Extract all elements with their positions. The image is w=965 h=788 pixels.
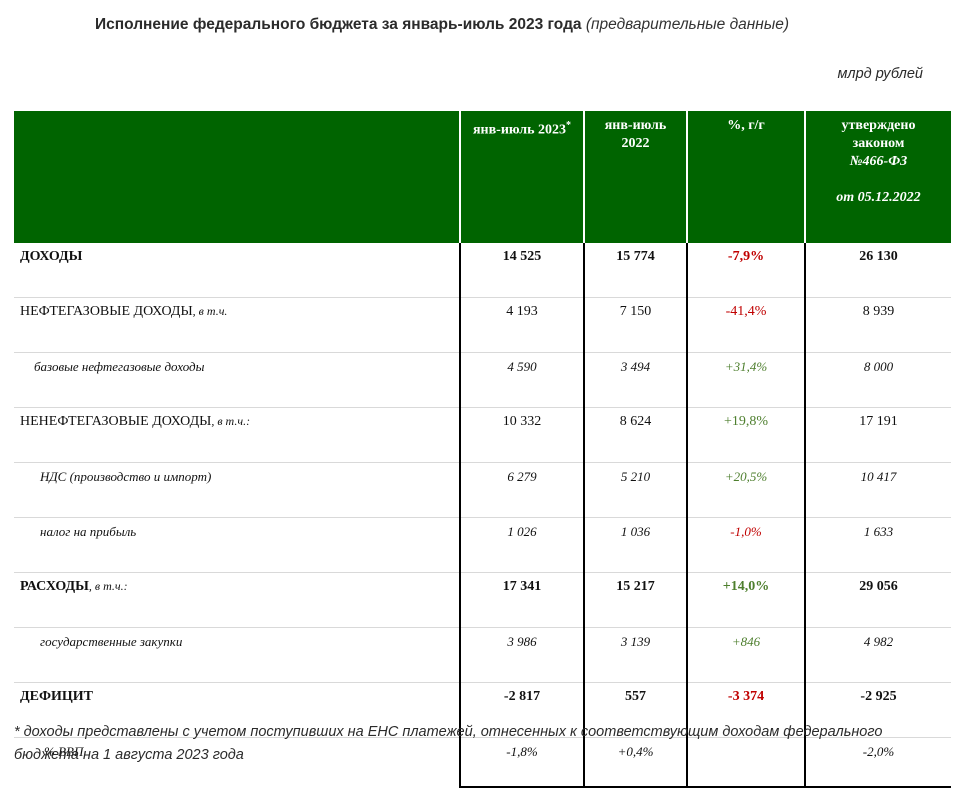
title-preliminary: (предварительные данные): [585, 16, 790, 33]
cell-law: 29 056: [804, 572, 951, 628]
cell-law: 10 417: [804, 462, 951, 518]
row-label: НЕФТЕГАЗОВЫЕ ДОХОДЫ, в т.ч.: [14, 297, 460, 353]
header-2022: янв-июль 2022: [583, 111, 687, 243]
header-approved-law: утверждено законом №466-ФЗ от 05.12.2022: [804, 111, 951, 243]
row-label: РАСХОДЫ, в т.ч.:: [14, 572, 460, 628]
table-row-oil-gas: НЕФТЕГАЗОВЫЕ ДОХОДЫ, в т.ч. 4 193 7 150 …: [14, 297, 951, 353]
cell-2022: 3 139: [583, 627, 687, 683]
header-label-column: [14, 111, 460, 243]
row-label: НДС (производство и импорт): [14, 462, 460, 518]
row-label: НЕНЕФТЕГАЗОВЫЕ ДОХОДЫ, в т.ч.:: [14, 407, 460, 463]
table-row-vat: НДС (производство и импорт) 6 279 5 210 …: [14, 462, 951, 518]
row-label: базовые нефтегазовые доходы: [14, 352, 460, 408]
cell-law: 26 130: [804, 243, 951, 298]
row-label: ДОХОДЫ: [14, 243, 460, 298]
cell-2022: 557: [583, 682, 687, 738]
cell-2023: 6 279: [459, 462, 584, 518]
cell-pct: +846: [686, 627, 805, 683]
cell-pct: -7,9%: [686, 243, 805, 298]
header-2023: янв-июль 2023*: [459, 111, 584, 243]
cell-pct: -1,0%: [686, 517, 805, 573]
table-row-revenue: ДОХОДЫ 14 525 15 774 -7,9% 26 130: [14, 243, 951, 298]
budget-table: янв-июль 2023* янв-июль 2022 %, г/г утвер…: [14, 111, 951, 788]
row-label: ДЕФИЦИТ: [14, 682, 460, 738]
page-title: Исполнение федерального бюджета за январ…: [95, 16, 789, 34]
cell-2023: 3 986: [459, 627, 584, 683]
footnote-mark: *: [566, 120, 572, 131]
cell-2023: 17 341: [459, 572, 584, 628]
cell-pct: -41,4%: [686, 297, 805, 353]
table-row-deficit: ДЕФИЦИТ -2 817 557 -3 374 -2 925: [14, 682, 951, 738]
title-main: Исполнение федерального бюджета за январ…: [95, 16, 582, 33]
cell-law: 17 191: [804, 407, 951, 463]
cell-2022: 3 494: [583, 352, 687, 408]
cell-law: 8 000: [804, 352, 951, 408]
cell-2023: -2 817: [459, 682, 584, 738]
cell-2023: 4 193: [459, 297, 584, 353]
cell-2023: 14 525: [459, 243, 584, 298]
header-pct-yoy: %, г/г: [686, 111, 805, 243]
table-row-procurement: государственные закупки 3 986 3 139 +846…: [14, 627, 951, 683]
cell-pct: +14,0%: [686, 572, 805, 628]
cell-2023: 1 026: [459, 517, 584, 573]
table-row-profit-tax: налог на прибыль 1 026 1 036 -1,0% 1 633: [14, 517, 951, 573]
cell-2022: 1 036: [583, 517, 687, 573]
table-row-base-oil-gas: базовые нефтегазовые доходы 4 590 3 494 …: [14, 352, 951, 408]
cell-pct: +31,4%: [686, 352, 805, 408]
cell-2022: 7 150: [583, 297, 687, 353]
cell-2022: 8 624: [583, 407, 687, 463]
cell-law: -2 925: [804, 682, 951, 738]
cell-2022: 5 210: [583, 462, 687, 518]
row-label: % ВВП: [44, 744, 84, 759]
footnote: * доходы представлены с учетом поступивш…: [14, 724, 883, 763]
units-label: млрд рублей: [837, 66, 923, 82]
table-row-expenses: РАСХОДЫ, в т.ч.: 17 341 15 217 +14,0% 29…: [14, 572, 951, 628]
table-row-non-oil-gas: НЕНЕФТЕГАЗОВЫЕ ДОХОДЫ, в т.ч.: 10 332 8 …: [14, 407, 951, 463]
row-label: государственные закупки: [14, 627, 460, 683]
cell-law: 4 982: [804, 627, 951, 683]
cell-pct: +19,8%: [686, 407, 805, 463]
cell-2023: 10 332: [459, 407, 584, 463]
cell-law: 1 633: [804, 517, 951, 573]
table-header-row: янв-июль 2023* янв-июль 2022 %, г/г утвер…: [14, 111, 951, 243]
cell-2022: 15 774: [583, 243, 687, 298]
row-label: налог на прибыль: [14, 517, 460, 573]
cell-2022: 15 217: [583, 572, 687, 628]
cell-pct: +20,5%: [686, 462, 805, 518]
cell-pct: -3 374: [686, 682, 805, 738]
cell-law: 8 939: [804, 297, 951, 353]
cell-2023: 4 590: [459, 352, 584, 408]
